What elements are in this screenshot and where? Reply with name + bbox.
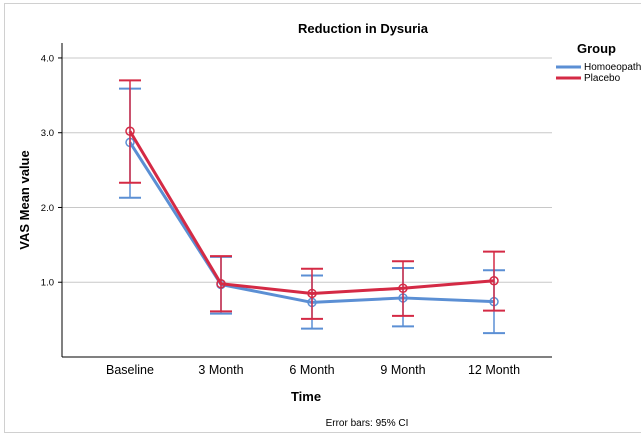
data-point bbox=[216, 278, 226, 289]
x-tick-label: Baseline bbox=[106, 363, 154, 377]
data-point bbox=[307, 288, 317, 299]
error-bars-footnote: Error bars: 95% CI bbox=[326, 418, 409, 429]
grid-lines bbox=[62, 57, 552, 283]
chart-frame bbox=[4, 3, 641, 433]
y-tick-labels: 1.0 2.0 3.0 4.0 bbox=[41, 53, 62, 289]
x-tick-label: 12 Month bbox=[468, 363, 520, 377]
data-point bbox=[398, 283, 408, 293]
x-tick-label: 6 Month bbox=[289, 363, 334, 377]
chart-title: Reduction in Dysuria bbox=[298, 21, 429, 36]
series-layer bbox=[119, 79, 505, 335]
y-tick-label: 1.0 bbox=[41, 278, 54, 289]
y-tick-label: 2.0 bbox=[41, 203, 54, 214]
y-tick-label: 4.0 bbox=[41, 53, 54, 64]
x-tick-label: 3 Month bbox=[198, 363, 243, 377]
data-point bbox=[125, 126, 135, 136]
series-placebo bbox=[119, 79, 505, 320]
legend-label: Homoeopathy bbox=[584, 62, 641, 73]
y-axis-title: VAS Mean value bbox=[17, 150, 32, 249]
y-tick-label: 3.0 bbox=[41, 128, 54, 139]
x-tick-labels: Baseline 3 Month 6 Month 9 Month 12 Month bbox=[106, 363, 520, 377]
x-axis-title: Time bbox=[291, 389, 321, 404]
legend-title: Group bbox=[577, 41, 616, 56]
data-point bbox=[489, 275, 499, 286]
legend-label: Placebo bbox=[584, 73, 621, 84]
x-tick-label: 9 Month bbox=[380, 363, 425, 377]
series-line bbox=[128, 130, 495, 295]
